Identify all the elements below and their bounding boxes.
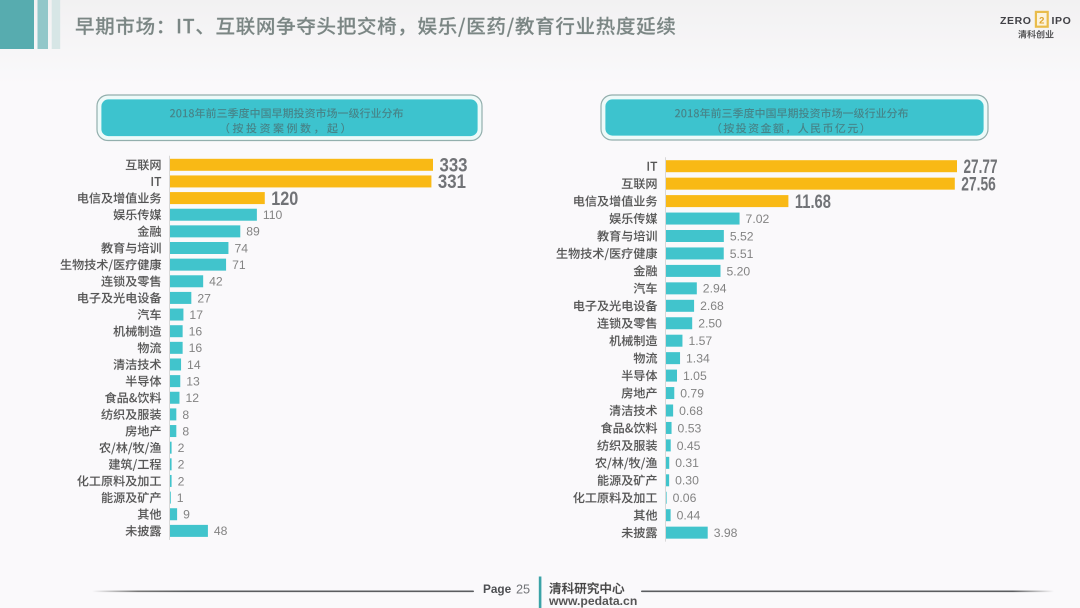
svg-text:74: 74 [234,241,248,255]
svg-text:12: 12 [185,391,199,405]
svg-text:1.34: 1.34 [686,352,710,366]
svg-text:IPO: IPO [1052,15,1072,27]
svg-text:42: 42 [209,275,223,289]
svg-text:333: 333 [440,156,468,177]
svg-text:2.68: 2.68 [700,299,724,313]
svg-text:7.02: 7.02 [746,212,770,226]
svg-text:14: 14 [187,358,201,372]
svg-text:89: 89 [246,225,260,239]
svg-text:120: 120 [271,189,298,210]
svg-text:0.45: 0.45 [677,439,701,453]
svg-text:1.05: 1.05 [683,369,707,383]
svg-text:0.06: 0.06 [673,491,697,505]
svg-text:0.31: 0.31 [675,456,699,470]
svg-text:110: 110 [263,208,283,222]
svg-text:27: 27 [197,291,211,305]
svg-text:5.51: 5.51 [730,247,754,261]
svg-text:16: 16 [189,325,203,339]
svg-text:0.30: 0.30 [675,474,699,488]
svg-text:0.68: 0.68 [679,404,703,418]
svg-text:1.57: 1.57 [688,334,712,348]
svg-text:1: 1 [177,491,184,505]
svg-text:0.53: 0.53 [678,421,702,435]
svg-text:2.94: 2.94 [703,282,727,296]
svg-text:16: 16 [189,341,203,355]
svg-text:www.pedata.cn: www.pedata.cn [548,594,637,608]
svg-text:11.68: 11.68 [795,192,831,213]
svg-text:ZERO: ZERO [1000,15,1032,27]
svg-text:25: 25 [516,582,530,596]
svg-text:27.56: 27.56 [961,174,996,195]
svg-text:Page: Page [483,582,512,596]
svg-text:0.79: 0.79 [680,386,704,400]
svg-text:17: 17 [189,308,203,322]
svg-text:8: 8 [182,424,189,438]
svg-text:13: 13 [186,374,200,388]
svg-text:2: 2 [178,458,185,472]
svg-text:9: 9 [183,508,190,522]
svg-text:0.44: 0.44 [677,509,701,523]
svg-text:2: 2 [178,474,185,488]
svg-text:331: 331 [438,172,466,193]
svg-text:27.77: 27.77 [964,157,998,178]
svg-text:8: 8 [182,408,189,422]
svg-text:5.20: 5.20 [726,264,750,278]
svg-text:5.52: 5.52 [730,229,754,243]
svg-text:3.98: 3.98 [714,526,738,540]
svg-text:48: 48 [214,524,228,538]
svg-text:2: 2 [1039,15,1044,26]
svg-text:71: 71 [232,258,246,272]
svg-text:2: 2 [178,441,185,455]
svg-text:2.50: 2.50 [698,317,722,331]
